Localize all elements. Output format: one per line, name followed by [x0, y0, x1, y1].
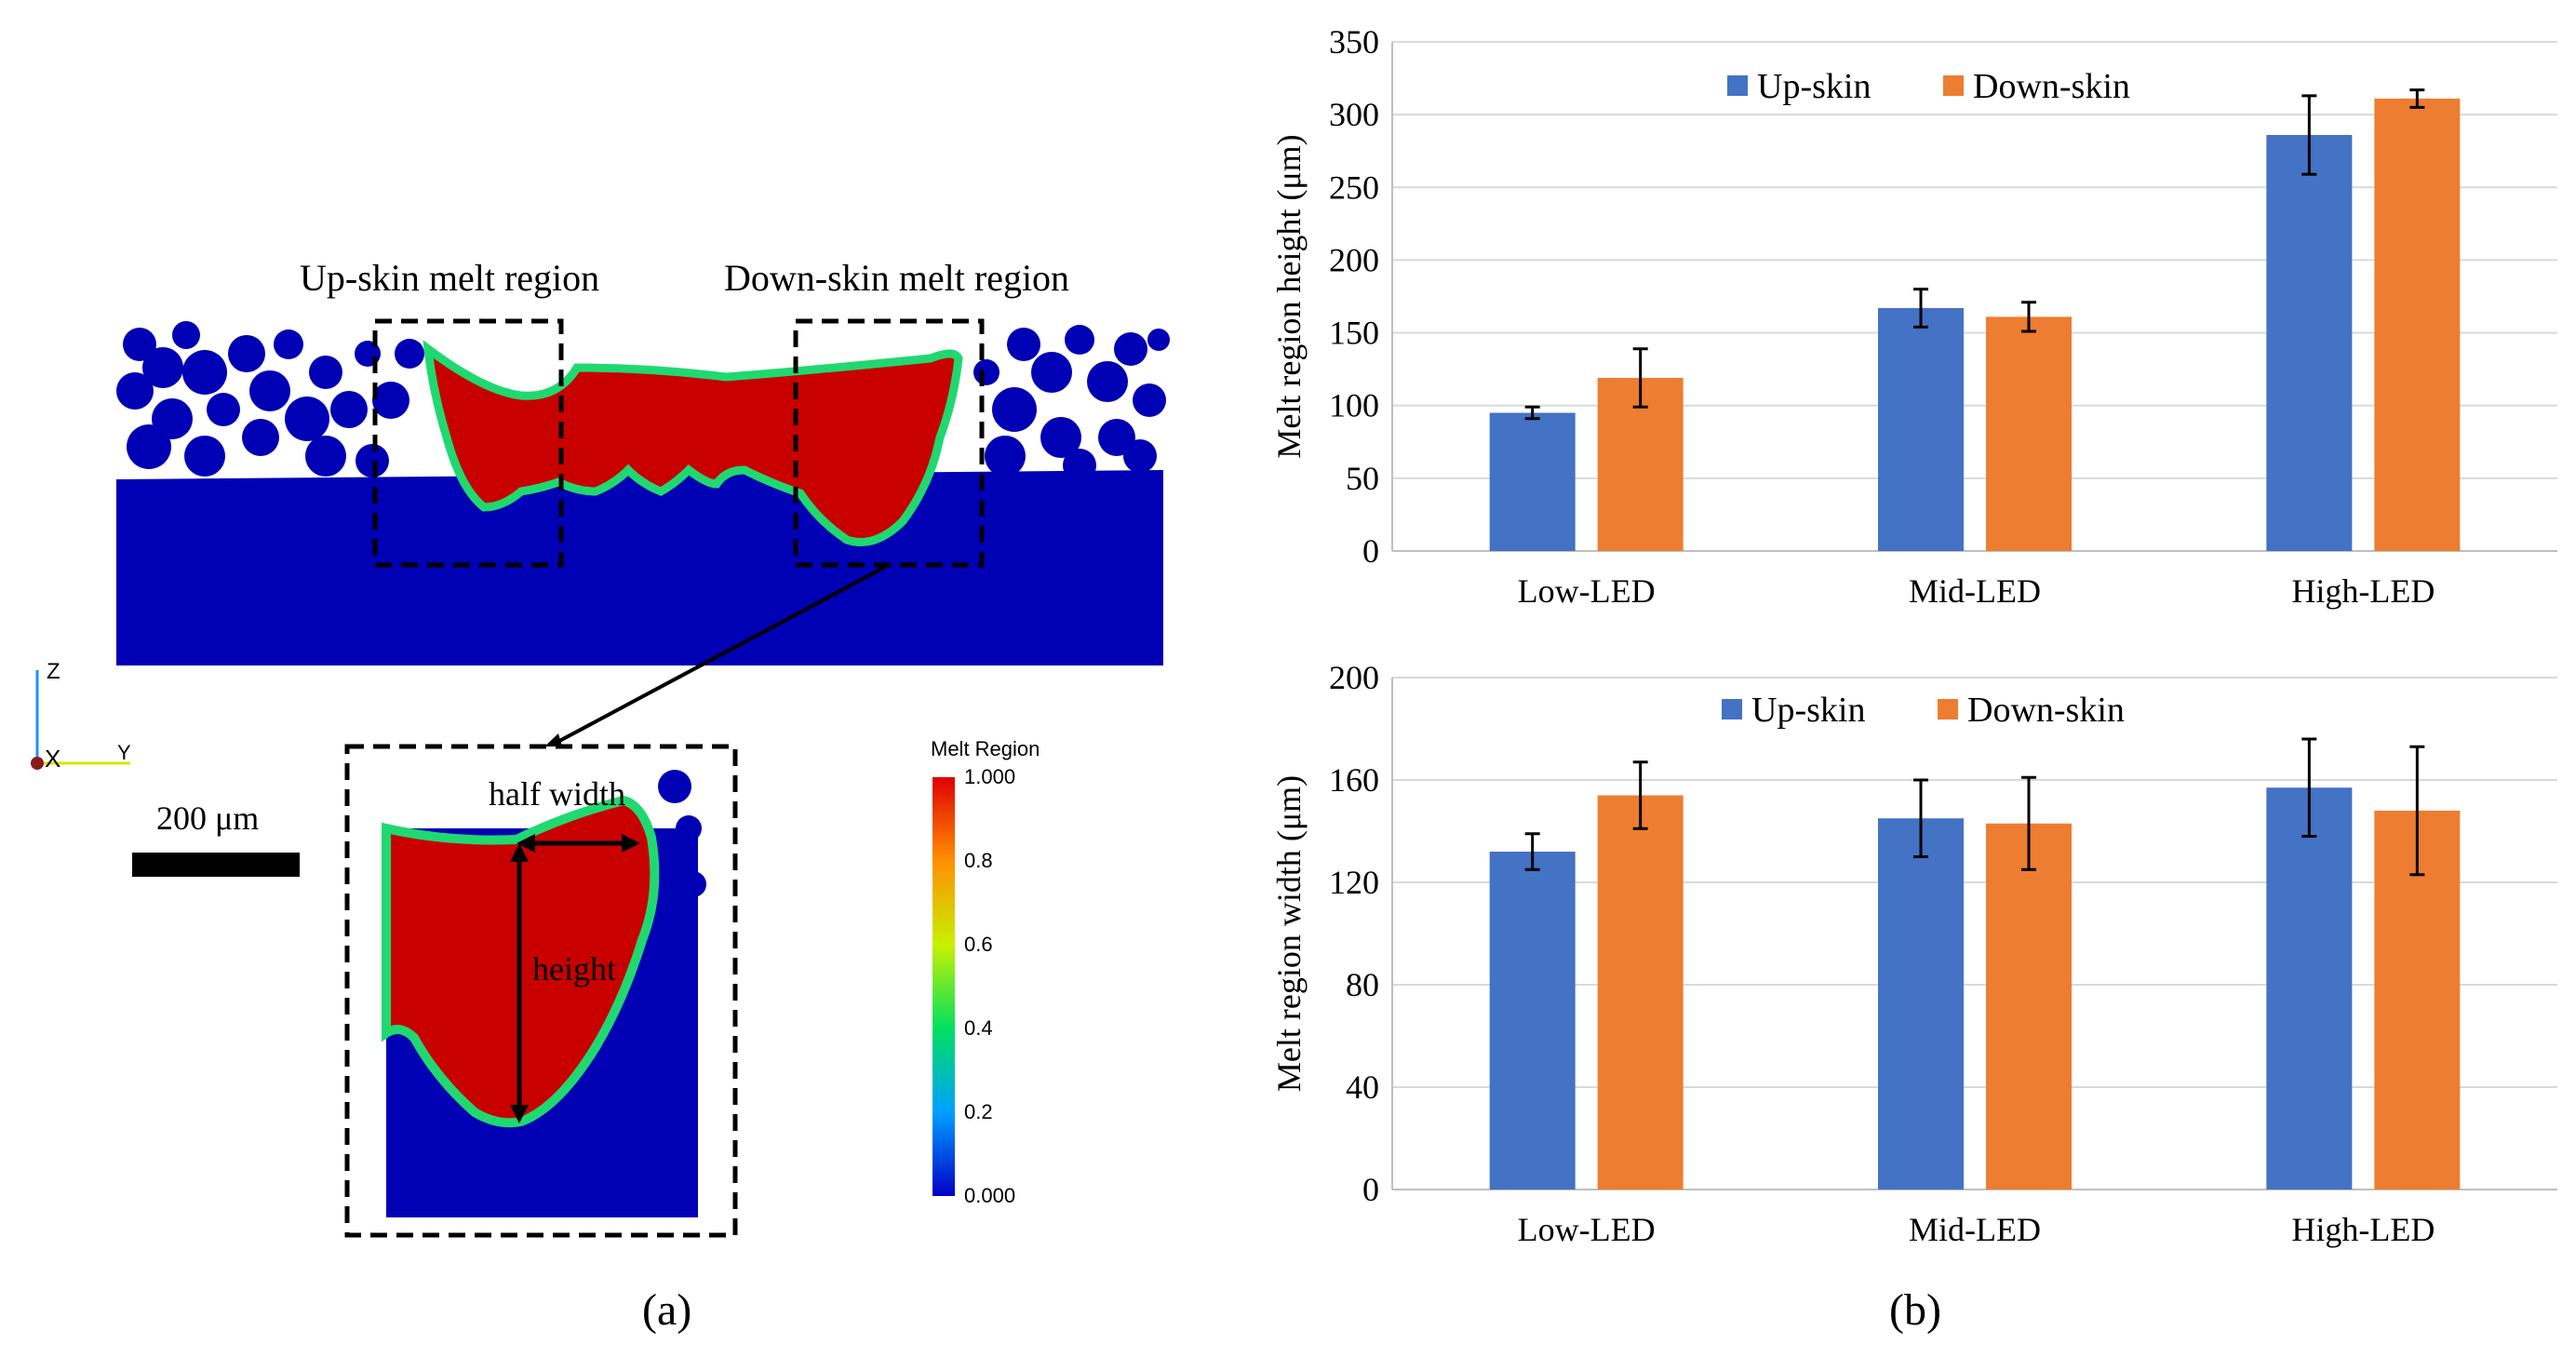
- bar: [2374, 98, 2461, 552]
- colorbar-tick: 0.4: [964, 1016, 993, 1040]
- zoom-connector: [548, 563, 890, 748]
- x-tick-label: Low-LED: [1518, 572, 1656, 610]
- up-skin-region-label: Up-skin melt region: [300, 257, 600, 299]
- legend-swatch: [1722, 699, 1742, 719]
- y-axis-title: Melt region height (μm): [1270, 134, 1308, 458]
- y-tick-label: 50: [1346, 460, 1379, 497]
- legend-label: Up-skin: [1757, 67, 1871, 106]
- axis-x-label: X: [45, 745, 61, 773]
- zoomed-inset: [344, 744, 738, 1238]
- legend-label: Down-skin: [1973, 67, 2130, 106]
- y-tick-label: 160: [1329, 761, 1379, 799]
- axis-y-label: Y: [117, 741, 131, 764]
- x-tick-label: Mid-LED: [1909, 1211, 2041, 1248]
- legend-label: Up-skin: [1751, 691, 1865, 730]
- y-tick-label: 250: [1329, 168, 1379, 206]
- colorbar-title: Melt Region: [931, 737, 1040, 760]
- y-tick-label: 200: [1329, 241, 1379, 278]
- height-label: height: [532, 950, 616, 988]
- y-tick-label: 40: [1346, 1069, 1379, 1106]
- bar: [1986, 823, 2072, 1190]
- colorbar-tick: 0.8: [964, 849, 993, 872]
- width-chart: 0 40 80 120 160 200 Melt region width (μm) Low-…: [1270, 659, 2557, 1248]
- colorbar-tick: 0.000: [964, 1184, 1016, 1207]
- y-tick-label: 350: [1329, 23, 1379, 60]
- caption-a: (a): [642, 1285, 692, 1335]
- colorbar-tick: 1.000: [964, 765, 1016, 788]
- x-tick-label: Mid-LED: [1909, 572, 2041, 610]
- y-tick-label: 150: [1329, 315, 1379, 352]
- bar: [1878, 818, 1964, 1190]
- panel-b: 0 50 100 150 200 250 300 350 Melt region height …: [1247, 0, 2576, 1366]
- x-tick-label: Low-LED: [1518, 1211, 1656, 1248]
- bar: [2266, 135, 2353, 551]
- bar: [1986, 316, 2072, 551]
- down-skin-region-label: Down-skin melt region: [724, 257, 1070, 299]
- y-tick-label: 120: [1329, 864, 1379, 901]
- half-width-label: half width: [489, 775, 625, 813]
- y-tick-label: 200: [1329, 659, 1379, 696]
- axis-z-label: Z: [47, 659, 60, 684]
- bar: [1597, 795, 1684, 1190]
- scale-bar: [132, 853, 300, 877]
- y-tick-label: 300: [1329, 96, 1379, 133]
- panel-a: Up-skin melt region Down-skin melt regio…: [0, 0, 1247, 1366]
- colorbar: [932, 777, 955, 1196]
- legend-swatch: [1943, 75, 1964, 96]
- simulation-figure: [31, 318, 1170, 1238]
- y-tick-label: 0: [1362, 1171, 1379, 1208]
- x-tick-label: High-LED: [2291, 1211, 2435, 1248]
- legend-swatch: [1938, 699, 1958, 719]
- y-tick-label: 0: [1362, 532, 1379, 570]
- bar: [1489, 852, 1576, 1190]
- y-tick-label: 100: [1329, 387, 1379, 424]
- colorbar-tick: 0.6: [964, 933, 993, 956]
- y-axis-title: Melt region width (μm): [1270, 775, 1308, 1092]
- caption-b: (b): [1889, 1285, 1941, 1335]
- y-tick-label: 80: [1346, 966, 1379, 1003]
- legend-swatch: [1727, 75, 1748, 96]
- up-skin-region-box: [372, 318, 564, 568]
- height-chart: 0 50 100 150 200 250 300 350 Melt region height …: [1270, 23, 2557, 610]
- legend-label: Down-skin: [1967, 691, 2125, 730]
- bar: [2266, 787, 2353, 1190]
- colorbar-tick: 0.2: [964, 1100, 993, 1123]
- axes-triad: [31, 670, 130, 770]
- bar: [1878, 308, 1964, 551]
- bar: [1489, 412, 1576, 551]
- scale-bar-label: 200 μm: [156, 800, 260, 837]
- x-tick-label: High-LED: [2291, 572, 2435, 610]
